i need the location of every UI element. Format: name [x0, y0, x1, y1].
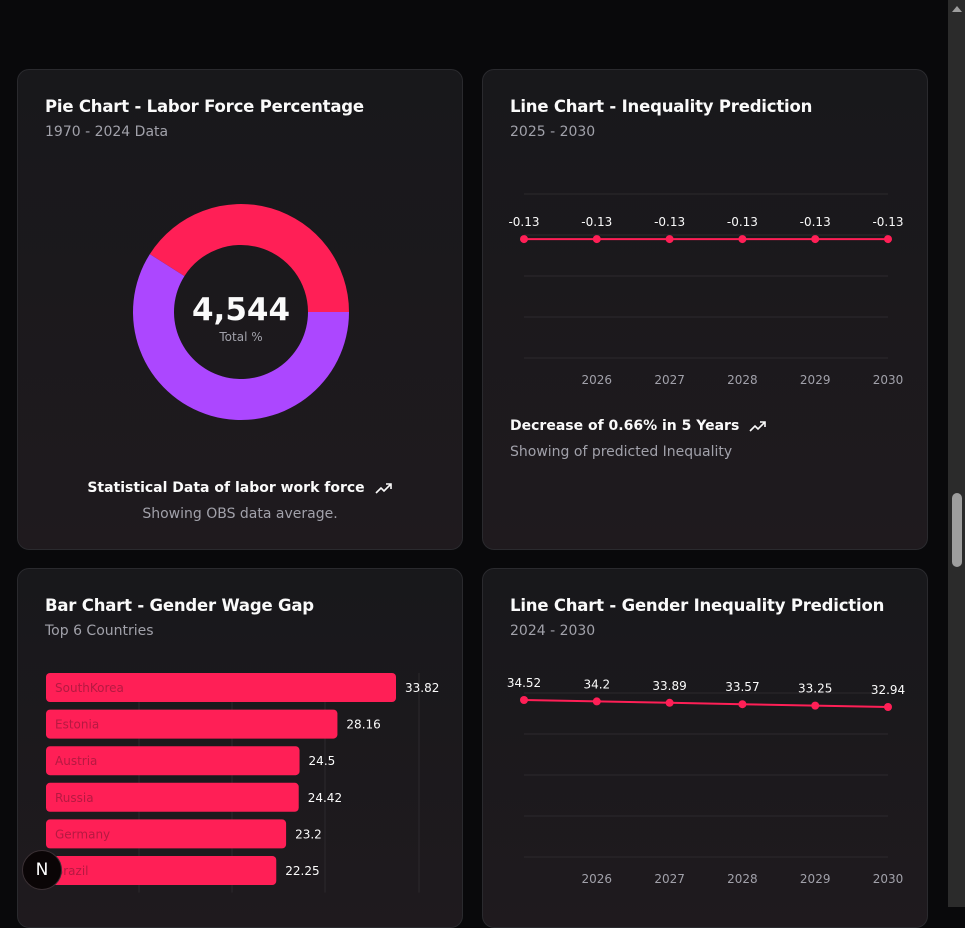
bar	[46, 673, 396, 702]
x-tick-label: 2026	[582, 872, 613, 886]
donut-total-value: 4,544	[192, 292, 290, 328]
data-label: 33.25	[798, 682, 832, 696]
pie-footer: Statistical Data of labor work force Sho…	[18, 480, 462, 522]
bar-category-label: Brazil	[55, 864, 89, 878]
card-subtitle: Top 6 Countries	[45, 623, 154, 639]
line1-footer: Decrease of 0.66% in 5 Years Showing of …	[510, 418, 767, 460]
pie-footer-text: Statistical Data of labor work force	[87, 480, 365, 496]
x-tick-label: 2028	[727, 872, 758, 886]
line1-footer-muted: Showing of predicted Inequality	[510, 444, 733, 460]
bar-chart-wage-gap-card: Bar Chart - Gender Wage Gap Top 6 Countr…	[17, 568, 463, 928]
data-label: -0.13	[800, 215, 831, 229]
donut-slice	[149, 204, 349, 312]
data-label: 34.2	[583, 677, 610, 691]
line1-footer-text: Decrease of 0.66% in 5 Years	[510, 418, 740, 434]
data-point	[738, 235, 747, 244]
line-chart-gender-inequality: 34.52 34.2 2026 33.89 2027 33.57 2028 33.25 2029…	[507, 676, 905, 886]
bar-category-label: Austria	[55, 754, 97, 768]
x-tick-label: 2029	[800, 872, 831, 886]
x-tick-label: 2027	[654, 373, 685, 387]
trending-up-icon	[375, 483, 392, 494]
data-point	[520, 696, 528, 704]
data-point	[884, 703, 892, 711]
trending-up-icon	[749, 421, 767, 432]
data-label: -0.13	[872, 215, 903, 229]
bar-value-label: 23.2	[295, 827, 322, 841]
donut-slice	[133, 254, 349, 421]
bar-value-label: 28.16	[346, 718, 380, 732]
bar-category-label: Estonia	[55, 718, 99, 732]
card-title: Bar Chart - Gender Wage Gap	[45, 596, 314, 615]
bar-chart-wage-gap: SouthKorea 33.82 Estonia 28.16 Austria 24.5 Ru…	[46, 673, 439, 893]
pie-chart-card: Pie Chart - Labor Force Percentage 1970 …	[17, 69, 463, 550]
data-point	[665, 698, 674, 707]
data-label: 33.89	[652, 679, 686, 693]
data-label: -0.13	[727, 215, 758, 229]
donut-total-label: Total %	[218, 330, 262, 344]
bar-category-label: Germany	[55, 827, 110, 841]
card-title: Pie Chart - Labor Force Percentage	[45, 97, 364, 116]
pie-footer-strong: Statistical Data of labor work force	[87, 480, 392, 496]
line-chart-inequality: -0.13 -0.13 2026 -0.13 2027 -0.13 2028 -0.13 202…	[508, 193, 904, 387]
data-label: 32.94	[871, 683, 905, 697]
card-subtitle: 2025 - 2030	[510, 124, 596, 140]
card-subtitle: 1970 - 2024 Data	[45, 124, 169, 140]
bar-value-label: 24.5	[309, 754, 336, 768]
bar	[46, 819, 287, 849]
line-chart-gender-inequality-card: Line Chart - Gender Inequality Predictio…	[482, 568, 928, 928]
x-tick-label: 2030	[873, 373, 904, 387]
data-point	[811, 701, 820, 710]
x-tick-label: 2027	[654, 872, 685, 886]
card-title: Line Chart - Inequality Prediction	[510, 97, 813, 116]
data-point	[884, 235, 892, 244]
x-tick-label: 2028	[727, 373, 758, 387]
bar	[46, 856, 277, 885]
bar	[46, 746, 300, 776]
dev-tools-badge[interactable]: N	[22, 850, 62, 890]
pie-footer-muted: Showing OBS data average.	[142, 506, 338, 522]
vertical-scrollbar[interactable]	[948, 0, 965, 907]
data-label: -0.13	[508, 215, 539, 229]
data-label: 33.57	[725, 680, 759, 694]
data-point	[738, 700, 747, 709]
bar-category-label: SouthKorea	[55, 681, 124, 695]
data-point	[592, 697, 601, 706]
data-point	[592, 235, 601, 244]
card-subtitle: 2024 - 2030	[510, 623, 596, 639]
x-tick-label: 2030	[873, 872, 904, 886]
bar-value-label: 33.82	[405, 681, 439, 695]
data-point	[665, 235, 674, 244]
x-tick-label: 2029	[800, 373, 831, 387]
badge-letter: N	[35, 860, 49, 880]
data-point	[520, 235, 528, 244]
scrollbar-thumb[interactable]	[952, 493, 962, 567]
x-tick-label: 2026	[582, 373, 613, 387]
bar-category-label: Russia	[55, 791, 94, 805]
data-label: 34.52	[507, 676, 541, 690]
bar-value-label: 22.25	[285, 864, 319, 878]
card-title: Line Chart - Gender Inequality Predictio…	[510, 596, 885, 615]
data-label: -0.13	[581, 215, 612, 229]
line-chart-inequality-card: Line Chart - Inequality Prediction 2025 …	[482, 69, 928, 550]
data-label: -0.13	[654, 215, 685, 229]
scroll-up-arrow-icon[interactable]	[952, 6, 962, 12]
bar-value-label: 24.42	[308, 791, 342, 805]
series-line	[523, 699, 889, 708]
line1-footer-strong: Decrease of 0.66% in 5 Years	[510, 418, 767, 434]
bar	[46, 782, 299, 812]
bar	[46, 709, 338, 739]
donut-chart: 4,544 Total %	[133, 204, 349, 421]
data-point	[811, 235, 820, 244]
